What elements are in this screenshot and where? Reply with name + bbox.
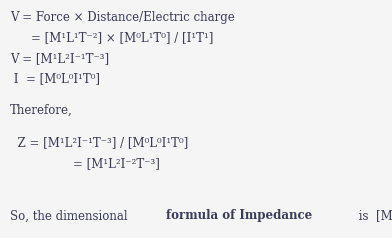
Text: Therefore,: Therefore, bbox=[10, 104, 73, 117]
Text: V = Force × Distance/Electric charge: V = Force × Distance/Electric charge bbox=[10, 11, 234, 24]
Text: = [M¹L¹T⁻²] × [M⁰L¹T⁰] / [I¹T¹]: = [M¹L¹T⁻²] × [M⁰L¹T⁰] / [I¹T¹] bbox=[31, 31, 214, 45]
Text: I  = [M⁰L⁰I¹T⁰]: I = [M⁰L⁰I¹T⁰] bbox=[10, 73, 100, 86]
Text: is  [M¹L²I⁻²T⁻³]: is [M¹L²I⁻²T⁻³] bbox=[355, 209, 392, 223]
Text: So, the dimensional: So, the dimensional bbox=[10, 209, 131, 223]
Text: = [M¹L²I⁻²T⁻³]: = [M¹L²I⁻²T⁻³] bbox=[73, 157, 160, 170]
Text: V = [M¹L²I⁻¹T⁻³]: V = [M¹L²I⁻¹T⁻³] bbox=[10, 52, 109, 65]
Text: formula of Impedance: formula of Impedance bbox=[167, 209, 313, 223]
Text: Z = [M¹L²I⁻¹T⁻³] / [M⁰L⁰I¹T⁰]: Z = [M¹L²I⁻¹T⁻³] / [M⁰L⁰I¹T⁰] bbox=[10, 136, 188, 149]
